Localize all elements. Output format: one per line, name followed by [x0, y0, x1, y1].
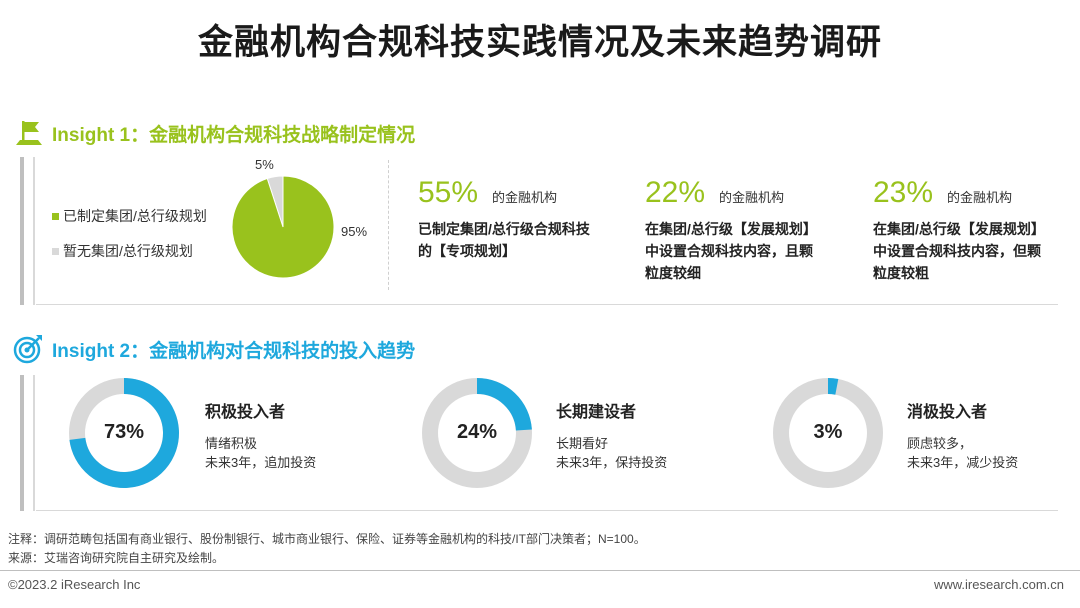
- stat-block: 22% 的金融机构 在集团/总行级【发展规划】 中设置合规科技内容，且颗 粒度较…: [645, 176, 817, 284]
- insight2-title: Insight 2：金融机构对合规科技的投入趋势: [52, 340, 416, 362]
- legend-item-none: 暂无集团/总行级规划: [52, 241, 193, 261]
- donut-chart-active: [69, 378, 179, 488]
- page-title: 金融机构合规科技实践情况及未来趋势调研: [197, 23, 882, 62]
- donut-desc-line: 情绪积极: [205, 436, 258, 451]
- stat-desc-line: 中设置合规科技内容，且颗: [645, 243, 813, 259]
- section-bar: [20, 157, 24, 305]
- target-icon: [13, 335, 42, 364]
- stat-desc-line: 粒度较细: [645, 265, 701, 281]
- donut-title: 长期建设者: [556, 404, 637, 421]
- stat-unit: 的金融机构: [719, 190, 785, 205]
- donut-pct: 24%: [456, 421, 498, 443]
- donut-desc-line: 未来3年，保持投资: [556, 455, 668, 470]
- donut-desc-line: 未来3年，减少投资: [907, 455, 1019, 470]
- stat-block: 23% 的金融机构 在集团/总行级【发展规划】 中设置合规科技内容，但颗 粒度较…: [873, 176, 1045, 284]
- legend-swatch: [52, 247, 59, 255]
- section-bar: [20, 375, 24, 511]
- stat-desc-line: 粒度较粗: [873, 265, 929, 281]
- insight1-title: Insight 1：金融机构合规科技战略制定情况: [52, 124, 416, 146]
- section-divider: [36, 304, 1058, 305]
- footer-divider: [0, 570, 1080, 571]
- stat-value: 22%: [645, 176, 706, 209]
- donut-title: 消极投入者: [907, 404, 988, 421]
- donut-chart-longterm: [422, 378, 532, 488]
- donut-info: 积极投入者 情绪积极 未来3年，追加投资: [205, 398, 316, 472]
- legend-item-planned: 已制定集团/总行级规划: [52, 206, 207, 226]
- footer-copyright: ©2023.2 iResearch Inc: [8, 577, 141, 592]
- pie-label-large: 95%: [341, 224, 368, 239]
- donut-info: 长期建设者 长期看好 未来3年，保持投资: [556, 398, 667, 472]
- donut-pct: 3%: [813, 421, 843, 443]
- stat-desc-line: 已制定集团/总行级合规科技: [418, 221, 590, 237]
- donut-pct: 73%: [103, 421, 145, 443]
- note-text: 注释：调研范畴包括国有商业银行、股份制银行、城市商业银行、保险、证券等金融机构的…: [8, 532, 646, 546]
- stat-unit: 的金融机构: [492, 190, 558, 205]
- pie-slice-planned: [231, 175, 335, 279]
- dashed-divider: [388, 160, 389, 290]
- donut-chart-passive: [773, 378, 883, 488]
- donut-desc-line: 顾虑较多，: [907, 436, 973, 451]
- donut-desc-line: 未来3年，追加投资: [205, 455, 317, 470]
- insight1-header: Insight 1：金融机构合规科技战略制定情况: [14, 118, 415, 148]
- donut-arc: [476, 378, 532, 431]
- stat-unit: 的金融机构: [947, 190, 1013, 205]
- donut-title: 积极投入者: [205, 404, 286, 421]
- stat-desc-line: 在集团/总行级【发展规划】: [645, 221, 817, 237]
- legend-swatch: [52, 212, 59, 220]
- pie-chart: [231, 175, 335, 279]
- donut-desc-line: 长期看好: [556, 436, 609, 451]
- stat-value: 23%: [873, 176, 934, 209]
- source-text: 来源：艾瑞咨询研究院自主研究及绘制。: [8, 551, 225, 565]
- stat-desc-line: 中设置合规科技内容，但颗: [873, 243, 1041, 259]
- section-bar-thin: [33, 157, 35, 305]
- section-bar-thin: [33, 375, 35, 511]
- stat-block: 55% 的金融机构 已制定集团/总行级合规科技 的【专项规划】: [418, 176, 590, 262]
- section-divider: [36, 510, 1058, 511]
- stat-desc-line: 的【专项规划】: [418, 243, 516, 259]
- stat-desc-line: 在集团/总行级【发展规划】: [873, 221, 1045, 237]
- stat-value: 55%: [418, 176, 479, 209]
- donut-arc: [827, 378, 839, 395]
- insight2-header: Insight 2：金融机构对合规科技的投入趋势: [12, 333, 415, 365]
- pie-label-small: 5%: [255, 157, 274, 172]
- donut-arc: [69, 378, 179, 488]
- footer-website[interactable]: www.iresearch.com.cn: [933, 577, 1064, 592]
- flag-icon: [16, 121, 42, 145]
- donut-info: 消极投入者 顾虑较多， 未来3年，减少投资: [907, 398, 1018, 472]
